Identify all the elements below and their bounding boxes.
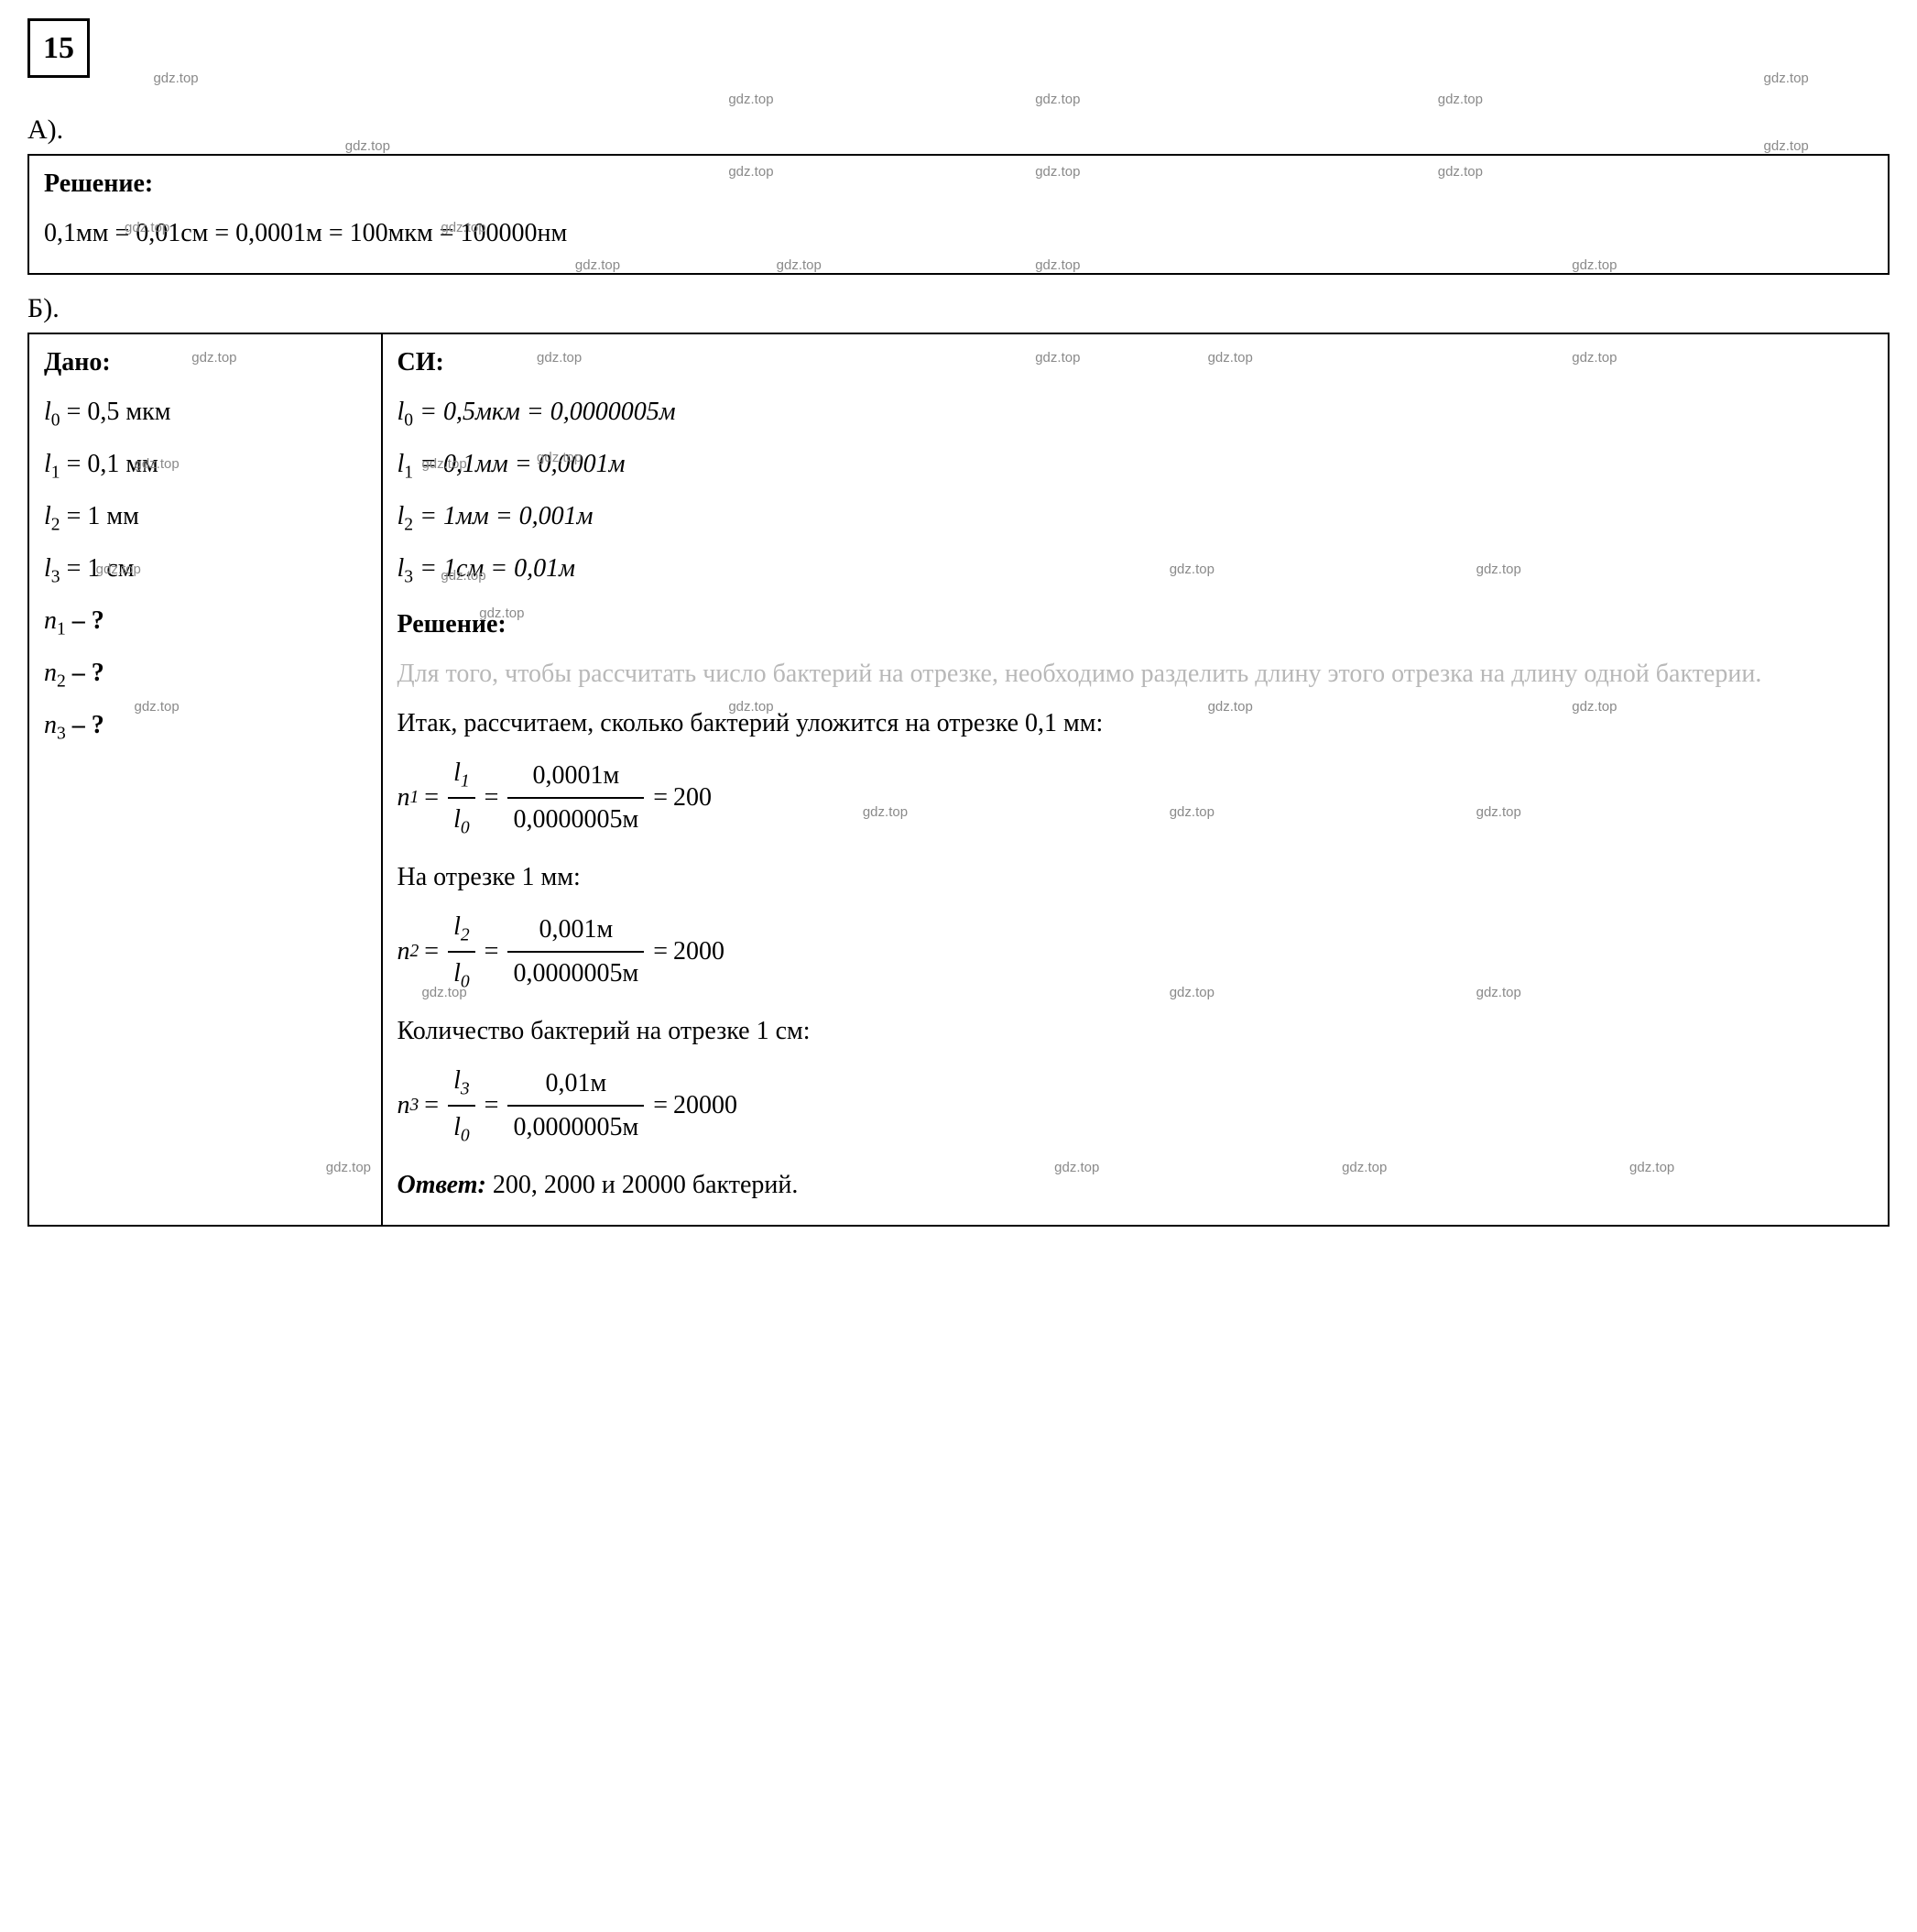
part-a-equation: 0,1мм = 0,01см = 0,0001м = 100мкм = 1000… [44,214,1873,253]
watermark: gdz.top [153,69,198,90]
solution-intro: Итак, рассчитаем, сколько бактерий уложи… [398,704,1873,743]
unknown-line: n3 – ? [44,706,366,748]
part-a-box: Решение: 0,1мм = 0,01см = 0,0001м = 100м… [27,154,1890,275]
watermark: gdz.top [1764,69,1809,90]
part-a-label: А). [27,109,1890,150]
solution-ghost-para: Для того, чтобы рассчитать число бактери… [398,655,1873,693]
solution-mid-2: Количество бактерий на отрезке 1 см: [398,1012,1873,1051]
unknown-line: n2 – ? [44,654,366,695]
equation-2: n2 = l2 l0 = 0,001м 0,0000005м = 2000 [398,908,1873,996]
answer-line: Ответ: 200, 2000 и 20000 бактерий. [398,1166,1873,1205]
equation-1: n1 = l1 l0 = 0,0001м 0,0000005м = 200 [398,754,1873,842]
solution-heading: Решение: [398,606,1873,644]
given-heading: Дано: [44,344,366,382]
solution-column: СИ: l0 = 0,5мкм = 0,0000005м l1 = 0,1мм … [383,334,1888,1225]
part-b-table: Дано: l0 = 0,5 мкм l1 = 0,1 мм l2 = 1 мм… [27,333,1890,1227]
si-heading: СИ: [398,344,1873,382]
equation-3: n3 = l3 l0 = 0,01м 0,0000005м = 20000 [398,1062,1873,1150]
given-line: l2 = 1 мм [44,497,366,539]
si-line: l3 = 1см = 0,01м [398,550,1873,591]
si-line: l0 = 0,5мкм = 0,0000005м [398,393,1873,434]
part-a-heading: Решение: [44,165,1873,203]
watermark: gdz.top [1035,90,1080,111]
problem-number: 15 [27,18,90,78]
si-line: l1 = 0,1мм = 0,0001м [398,445,1873,486]
given-line: l1 = 0,1 мм [44,445,366,486]
given-column: Дано: l0 = 0,5 мкм l1 = 0,1 мм l2 = 1 мм… [29,334,383,1225]
part-b-label: Б). [27,288,1890,329]
given-line: l3 = 1 см [44,550,366,591]
watermark: gdz.top [1438,90,1483,111]
si-line: l2 = 1мм = 0,001м [398,497,1873,539]
solution-mid-1: На отрезке 1 мм: [398,858,1873,897]
given-line: l0 = 0,5 мкм [44,393,366,434]
watermark: gdz.top [728,90,773,111]
unknown-line: n1 – ? [44,602,366,643]
